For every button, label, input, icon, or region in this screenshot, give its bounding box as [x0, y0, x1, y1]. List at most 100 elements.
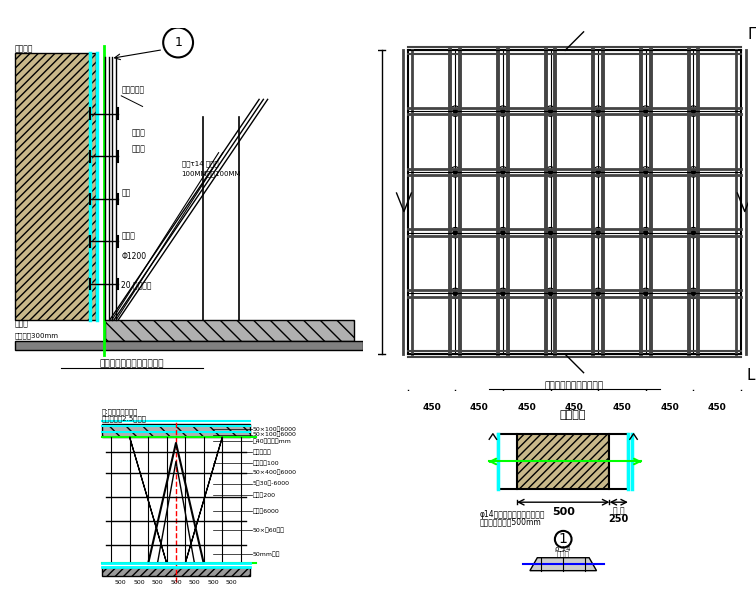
Circle shape: [453, 109, 458, 113]
Bar: [102, 424, 250, 438]
Circle shape: [548, 291, 553, 296]
Text: 止水片: 止水片: [557, 550, 569, 556]
Circle shape: [596, 170, 601, 174]
Circle shape: [643, 291, 649, 296]
Circle shape: [450, 167, 460, 177]
Text: 止水螺杆: 止水螺杆: [559, 410, 586, 420]
Text: 50×100长6000: 50×100长6000: [253, 426, 296, 432]
Text: 适用于层高2.5米以下: 适用于层高2.5米以下: [102, 416, 147, 422]
Circle shape: [593, 167, 603, 177]
Circle shape: [453, 291, 458, 296]
Text: 主龙水: 主龙水: [132, 128, 146, 137]
Bar: [105, 319, 354, 341]
Bar: [105, 319, 354, 341]
Circle shape: [545, 106, 556, 116]
Circle shape: [548, 230, 553, 235]
Text: 500: 500: [133, 580, 144, 585]
Text: 规格板宽100: 规格板宽100: [253, 460, 280, 466]
Circle shape: [545, 288, 556, 298]
Circle shape: [640, 227, 651, 238]
Text: 50mm地板: 50mm地板: [253, 551, 280, 557]
Circle shape: [500, 109, 506, 113]
Text: 450: 450: [469, 403, 488, 412]
Text: 500: 500: [189, 580, 200, 585]
Circle shape: [688, 106, 699, 116]
Text: 锁止杆: 锁止杆: [14, 320, 29, 329]
Circle shape: [593, 106, 603, 116]
Circle shape: [497, 288, 508, 298]
Circle shape: [497, 167, 508, 177]
Circle shape: [640, 167, 651, 177]
Polygon shape: [517, 433, 609, 490]
Circle shape: [545, 227, 556, 238]
Circle shape: [691, 291, 696, 296]
Text: Φ1200: Φ1200: [121, 253, 147, 261]
Text: 栖面墙体模板立面示意图: 栖面墙体模板立面示意图: [545, 381, 604, 390]
Circle shape: [643, 109, 649, 113]
Bar: [102, 567, 250, 576]
Text: 互联接缝行: 互联接缝行: [253, 450, 271, 455]
Bar: [102, 424, 250, 438]
Text: 规型板200: 规型板200: [253, 492, 276, 497]
Circle shape: [545, 167, 556, 177]
Bar: [498, 433, 517, 490]
Circle shape: [691, 230, 696, 235]
Text: 注:此模板支撑方案: 注:此模板支撑方案: [102, 408, 138, 415]
Text: ρ 14: ρ 14: [556, 546, 571, 552]
Circle shape: [500, 291, 506, 296]
Text: 侧模板6000: 侧模板6000: [253, 509, 280, 514]
Text: 50×屁60筋板: 50×屁60筋板: [253, 527, 285, 533]
Text: 1: 1: [174, 36, 182, 49]
Circle shape: [640, 288, 651, 298]
Circle shape: [691, 170, 696, 174]
Circle shape: [450, 227, 460, 238]
Text: 50×400长6000: 50×400长6000: [253, 470, 297, 475]
Text: 20 号卡扎距: 20 号卡扎距: [121, 281, 152, 290]
Text: 500: 500: [552, 507, 575, 517]
Circle shape: [688, 227, 699, 238]
Text: 木材: 木材: [121, 188, 131, 197]
Circle shape: [688, 288, 699, 298]
Circle shape: [453, 230, 458, 235]
Text: 100MM间距100MM: 100MM间距100MM: [181, 171, 241, 177]
Circle shape: [500, 230, 506, 235]
Text: L: L: [747, 368, 755, 383]
Circle shape: [497, 106, 508, 116]
Text: 加腾防水层: 加腾防水层: [121, 85, 144, 94]
Bar: [14, 341, 363, 350]
Text: φ14螺杆在地下建水墙内进行: φ14螺杆在地下建水墙内进行: [480, 510, 545, 519]
Text: 450: 450: [660, 403, 679, 412]
Circle shape: [688, 167, 699, 177]
Circle shape: [691, 109, 696, 113]
Circle shape: [596, 230, 601, 235]
Circle shape: [640, 106, 651, 116]
Text: 1: 1: [559, 532, 568, 546]
Text: 5屢30竹-6000: 5屢30竹-6000: [253, 481, 290, 487]
Circle shape: [593, 227, 603, 238]
Bar: [14, 53, 97, 319]
Text: 450: 450: [708, 403, 727, 412]
Circle shape: [596, 291, 601, 296]
Circle shape: [450, 288, 460, 298]
Circle shape: [548, 170, 553, 174]
Text: 450: 450: [565, 403, 584, 412]
Text: 500: 500: [207, 580, 218, 585]
Text: 焊接，插入长度500mm: 焊接，插入长度500mm: [480, 518, 542, 527]
Circle shape: [643, 170, 649, 174]
Text: 钉状带: 钉状带: [121, 231, 135, 240]
Text: 规型τ14 山屢型: 规型τ14 山屢型: [181, 160, 218, 167]
Text: 50×100长6000: 50×100长6000: [253, 432, 296, 438]
Text: $\Gamma$: $\Gamma$: [747, 26, 756, 42]
Text: 500: 500: [152, 580, 163, 585]
Circle shape: [596, 109, 601, 113]
Text: 子龙水: 子龙水: [132, 144, 146, 153]
Circle shape: [450, 106, 460, 116]
Circle shape: [500, 170, 506, 174]
Polygon shape: [530, 558, 596, 571]
Circle shape: [497, 227, 508, 238]
Text: 500: 500: [170, 580, 181, 585]
Text: 450: 450: [517, 403, 536, 412]
Text: 扆40楼面盖板mm: 扆40楼面盖板mm: [253, 438, 292, 444]
Text: 土成层折: 土成层折: [14, 44, 33, 53]
Bar: [102, 567, 250, 576]
